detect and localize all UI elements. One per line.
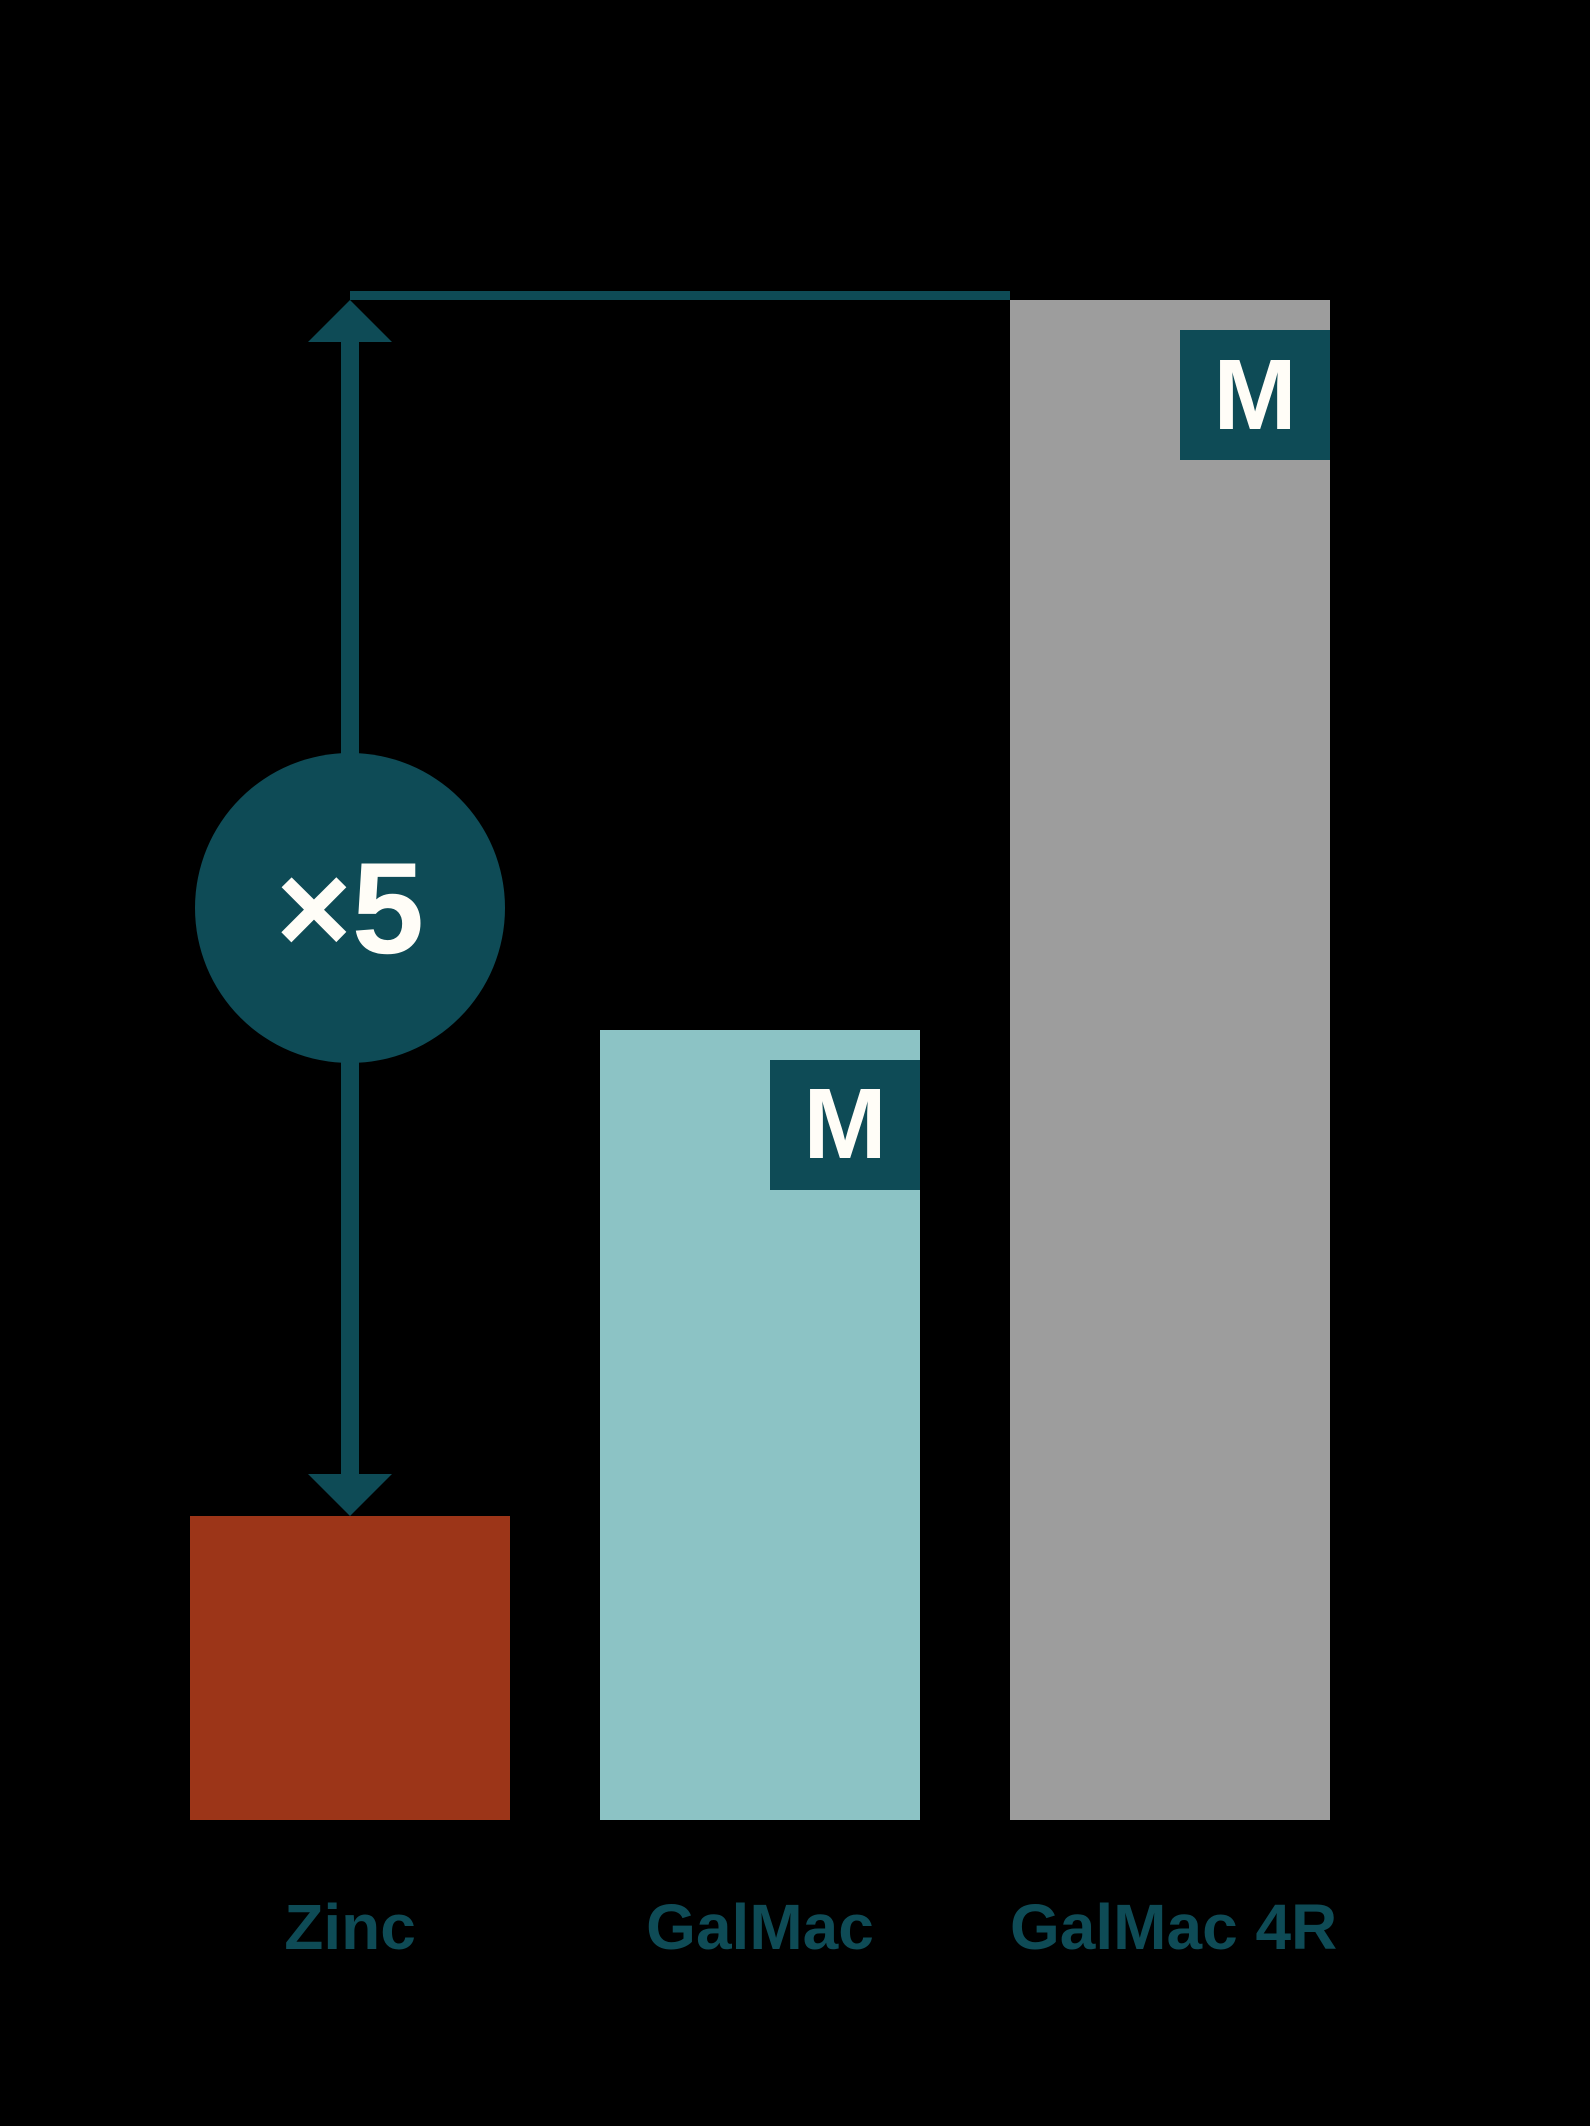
- arrowhead-up-icon: [308, 300, 392, 342]
- bar-label: Zinc: [190, 1890, 510, 1964]
- bar-label: GalMac 4R: [1010, 1890, 1330, 1964]
- badge-m: M: [1180, 330, 1330, 460]
- bar-label: GalMac: [600, 1890, 920, 1964]
- badge-m: M: [770, 1060, 920, 1190]
- annotation-guide-line: [350, 291, 1010, 300]
- chart-stage: Zinc GalMac M GalMac 4R M ×5: [0, 0, 1590, 2126]
- bar-galmac-4r: [1010, 300, 1330, 1820]
- arrowhead-down-icon: [308, 1474, 392, 1516]
- multiplier-badge: ×5: [195, 753, 505, 1063]
- bar-zinc: [190, 1516, 510, 1820]
